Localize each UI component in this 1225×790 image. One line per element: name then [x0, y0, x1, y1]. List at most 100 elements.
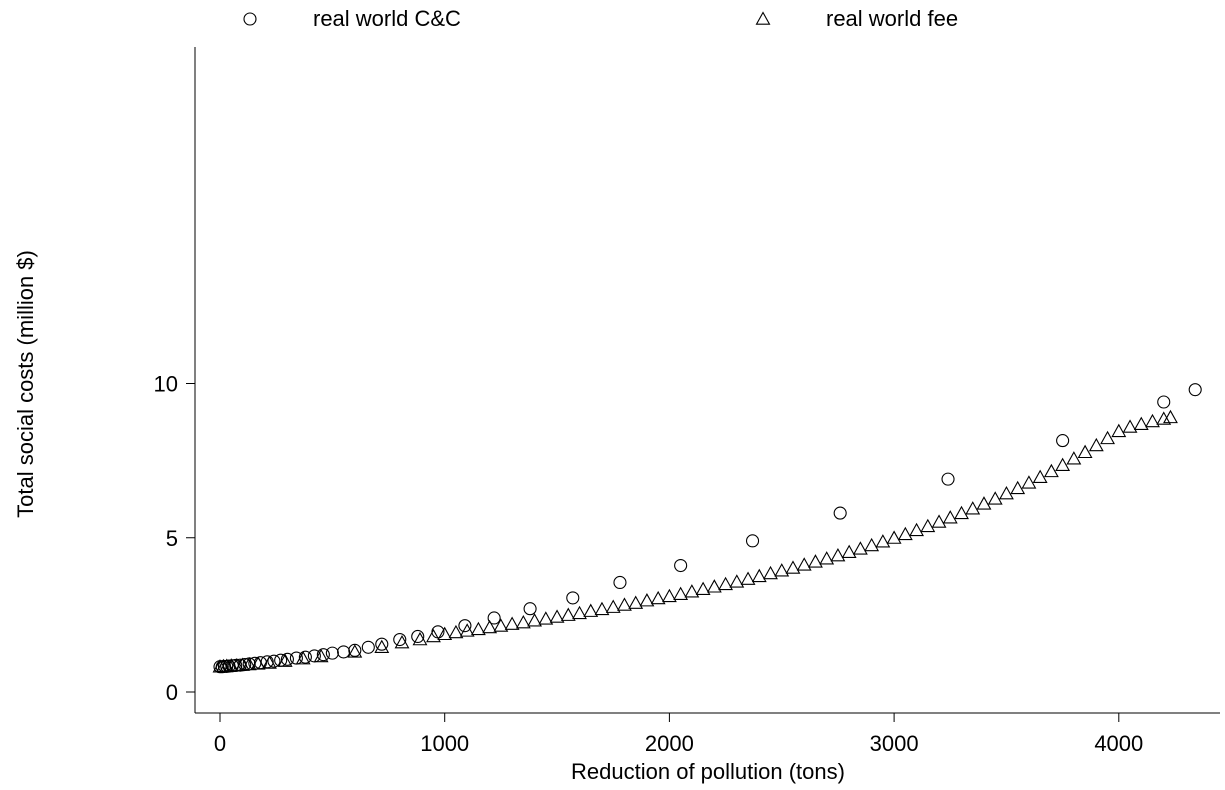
cc-point	[833, 506, 847, 520]
fee-point	[560, 607, 576, 621]
fee-point	[313, 648, 329, 663]
y-tick-label: 0	[166, 680, 178, 705]
cc-point	[375, 637, 389, 651]
fee-point	[796, 557, 812, 571]
x-tick-label: 0	[214, 731, 226, 756]
y-axis-title: Total social costs (million $)	[13, 250, 38, 518]
fee-point	[886, 530, 902, 544]
fee-point	[1088, 437, 1104, 452]
cc-point	[613, 575, 627, 590]
x-tick-label: 1000	[420, 731, 469, 756]
cc-point	[458, 619, 472, 633]
fee-point	[1077, 444, 1093, 459]
y-axis-ticks: 0 5 10	[154, 372, 195, 705]
x-axis-title: Reduction of pollution (tons)	[571, 759, 845, 784]
cc-point	[411, 629, 425, 644]
fee-point	[1043, 463, 1059, 478]
fee-point	[684, 584, 700, 598]
fee-point	[673, 586, 689, 600]
cc-point	[745, 534, 760, 548]
x-axis-ticks: 0 1000 2000 3000 4000	[214, 713, 1143, 756]
cc-point	[1056, 434, 1070, 448]
fee-point	[527, 613, 543, 627]
fee-point	[976, 496, 992, 510]
fee-point	[819, 551, 835, 565]
fee-point	[909, 522, 925, 537]
fee-point	[1055, 457, 1071, 472]
series-real-world-fee	[212, 409, 1178, 673]
cc-point	[361, 640, 375, 654]
fee-point	[412, 631, 428, 646]
fee-point	[639, 593, 655, 607]
fee-point	[1021, 475, 1037, 489]
fee-point	[504, 616, 520, 630]
fee-point	[1100, 430, 1115, 445]
fee-point	[538, 611, 554, 625]
legend-label-fee: real world fee	[826, 6, 958, 31]
cc-point	[941, 472, 955, 486]
legend-circle-marker	[243, 12, 257, 26]
legend-marker-circle	[243, 12, 257, 26]
fee-point	[785, 560, 801, 574]
fee-point	[250, 656, 266, 670]
fee-point	[295, 651, 311, 665]
fee-point	[942, 510, 958, 524]
legend: real world C&C real world fee	[243, 6, 958, 31]
cc-point	[298, 650, 312, 664]
fee-point	[920, 518, 936, 533]
cc-point	[267, 654, 281, 668]
fee-point	[763, 565, 778, 580]
y-tick-label: 5	[166, 526, 178, 551]
cc-point	[487, 611, 501, 625]
fee-point	[740, 571, 756, 585]
fee-point	[650, 590, 666, 605]
cc-point	[1157, 395, 1171, 409]
fee-point	[931, 514, 947, 528]
fee-point	[706, 579, 722, 593]
fee-point	[729, 574, 745, 588]
fee-point	[347, 644, 363, 658]
fee-point	[1163, 409, 1178, 424]
fee-point	[583, 603, 599, 617]
legend-label-cc: real world C&C	[313, 6, 461, 31]
fee-point	[718, 576, 734, 591]
series-real-world-cc	[213, 383, 1202, 674]
cc-point	[674, 558, 688, 573]
fee-point	[897, 526, 913, 541]
fee-point	[987, 491, 1003, 505]
fee-point	[830, 548, 846, 562]
fee-point	[965, 501, 981, 515]
fee-point	[241, 656, 257, 671]
fee-point	[751, 568, 767, 583]
fee-point	[628, 595, 644, 609]
fee-point	[1133, 416, 1149, 430]
fee-point	[841, 544, 857, 558]
legend-marker-triangle	[755, 11, 771, 25]
cc-point	[280, 652, 294, 666]
fee-point	[808, 554, 823, 568]
fee-point	[482, 619, 498, 634]
fee-point	[774, 563, 790, 577]
cc-point	[316, 648, 330, 662]
legend-triangle-marker	[755, 11, 771, 25]
fee-point	[1145, 413, 1160, 428]
fee-point	[261, 655, 277, 669]
fee-point	[605, 599, 621, 613]
fee-point	[549, 609, 565, 623]
fee-point	[1032, 469, 1048, 484]
fee-point	[1010, 480, 1026, 495]
fee-point	[470, 621, 486, 636]
cc-point	[566, 591, 580, 605]
fee-point	[852, 541, 868, 555]
cc-point	[1188, 383, 1202, 397]
fee-point	[695, 581, 711, 596]
fee-point	[448, 624, 464, 639]
fee-point	[875, 534, 891, 548]
x-tick-label: 3000	[870, 731, 919, 756]
fee-point	[864, 537, 880, 552]
x-tick-label: 4000	[1094, 731, 1143, 756]
fee-point	[374, 639, 390, 654]
fee-point	[394, 635, 410, 649]
fee-point	[493, 618, 509, 632]
